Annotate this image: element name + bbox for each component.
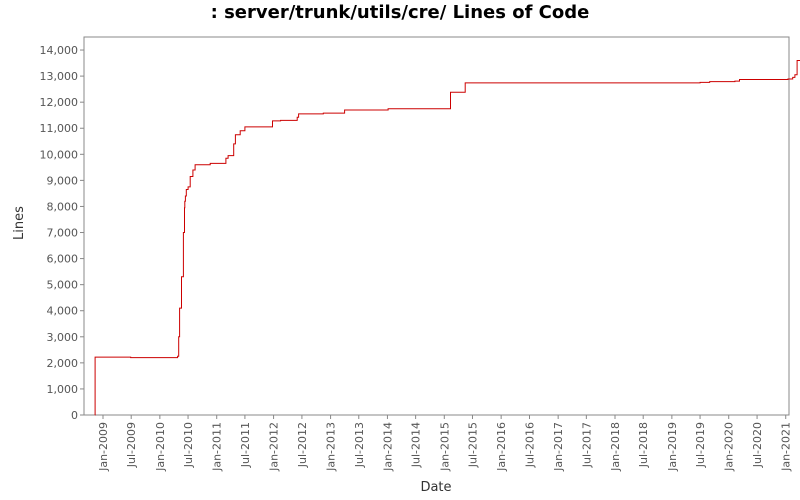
y-tick-label: 2,000 xyxy=(47,357,79,370)
x-tick-label: Jul-2011 xyxy=(239,422,252,468)
x-tick-label: Jul-2017 xyxy=(580,422,593,468)
y-tick-label: 14,000 xyxy=(40,44,79,57)
plot-area xyxy=(83,36,790,416)
series-line xyxy=(94,60,800,416)
y-tick-label: 1,000 xyxy=(47,383,79,396)
y-tick-label: 5,000 xyxy=(47,279,79,292)
y-tick-label: 13,000 xyxy=(40,70,79,83)
x-tick-label: Jan-2019 xyxy=(666,422,679,472)
x-tick-label: Jan-2018 xyxy=(609,422,622,472)
y-axis-title: Lines xyxy=(12,206,27,240)
x-tick-label: Jan-2015 xyxy=(438,422,451,472)
x-tick-label: Jul-2013 xyxy=(353,422,366,468)
x-tick-label: Jul-2019 xyxy=(694,422,707,468)
x-tick-label: Jan-2013 xyxy=(325,422,338,472)
x-tick-label: Jan-2021 xyxy=(780,422,793,472)
y-tick-label: 3,000 xyxy=(47,331,79,344)
x-tick-label: Jul-2009 xyxy=(125,422,138,468)
x-tick-label: Jul-2010 xyxy=(182,422,195,468)
y-tick-label: 9,000 xyxy=(47,174,79,187)
y-tick-label: 11,000 xyxy=(40,122,79,135)
x-tick-label: Jan-2010 xyxy=(154,422,167,472)
x-tick-label: Jul-2012 xyxy=(296,422,309,468)
y-tick-label: 10,000 xyxy=(40,148,79,161)
x-tick-label: Jan-2009 xyxy=(97,422,110,472)
y-tick-label: 7,000 xyxy=(47,227,79,240)
y-tick-label: 6,000 xyxy=(47,253,79,266)
y-tick-label: 12,000 xyxy=(40,96,79,109)
x-tick-label: Jul-2018 xyxy=(637,422,650,468)
y-tick-label: 8,000 xyxy=(47,200,79,213)
x-tick-label: Jan-2016 xyxy=(495,422,508,472)
x-tick-label: Jul-2015 xyxy=(466,422,479,468)
x-tick-label: Jan-2014 xyxy=(381,422,394,472)
x-axis-title: Date xyxy=(420,480,451,495)
x-tick-label: Jul-2020 xyxy=(751,422,764,468)
x-tick-label: Jan-2011 xyxy=(211,422,224,472)
x-tick-label: Jan-2017 xyxy=(552,422,565,472)
chart-title: : server/trunk/utils/cre/ Lines of Code xyxy=(210,2,590,23)
y-tick-label: 0 xyxy=(71,409,78,422)
x-tick-label: Jan-2020 xyxy=(723,422,736,472)
y-tick-label: 4,000 xyxy=(47,305,79,318)
x-tick-label: Jan-2012 xyxy=(268,422,281,472)
x-tick-label: Jul-2014 xyxy=(410,422,423,468)
x-tick-label: Jul-2016 xyxy=(523,422,536,468)
